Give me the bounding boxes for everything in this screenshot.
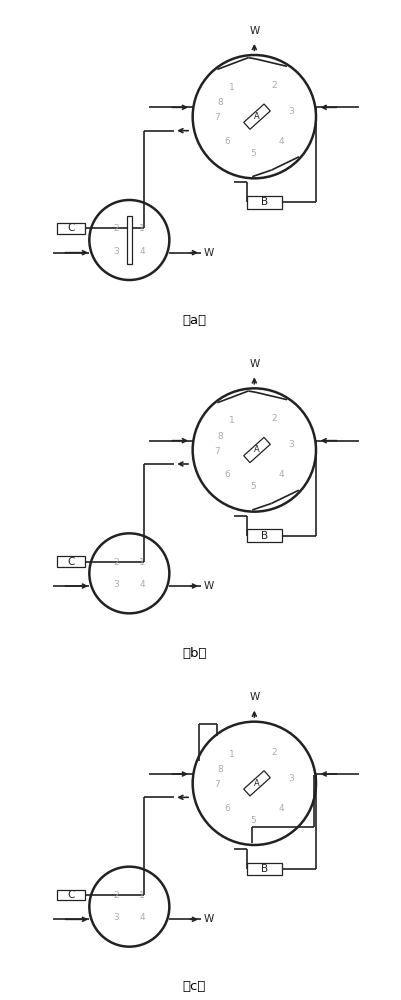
Text: A: A [253,779,259,788]
Text: 3: 3 [288,107,293,116]
Text: W: W [249,692,259,702]
Bar [246,196,281,209]
Text: 8: 8 [217,432,222,441]
Text: （b）: （b） [182,647,206,660]
Text: 4: 4 [278,137,284,146]
Text: C: C [67,223,75,233]
Text: 1: 1 [139,558,145,567]
Text: 3: 3 [113,247,119,256]
Text: W: W [249,26,259,36]
Text: 8: 8 [217,98,222,107]
Text: （a）: （a） [182,314,206,327]
Text: C: C [67,557,75,567]
Text: 2: 2 [113,891,119,900]
Text: A: A [253,446,259,454]
Text: 6: 6 [223,804,229,813]
Bar [243,771,269,796]
Text: W: W [203,248,213,258]
Text: 3: 3 [113,913,119,922]
Text: 4: 4 [139,913,145,922]
Text: B: B [260,531,267,541]
Text: 5: 5 [249,816,255,825]
Text: 7: 7 [214,780,220,789]
Text: 5: 5 [249,149,255,158]
Bar [57,223,85,234]
Text: 7: 7 [214,113,220,122]
Text: 2: 2 [113,558,119,567]
Bar [57,556,85,567]
Text: W: W [203,581,213,591]
Bar [57,890,85,900]
Text: 4: 4 [278,470,284,479]
Text: 5: 5 [249,482,255,491]
Text: B: B [260,864,267,874]
Text: 2: 2 [271,414,277,423]
Text: 2: 2 [113,224,119,233]
Text: C: C [67,890,75,900]
Text: 3: 3 [288,440,293,449]
Bar [246,529,281,542]
Bar [246,863,281,875]
Text: A: A [253,112,259,121]
Text: 3: 3 [113,580,119,589]
Text: 7: 7 [214,447,220,456]
Text: 2: 2 [271,748,277,757]
Bar [127,216,131,264]
Text: 2: 2 [271,81,277,90]
Text: W: W [203,914,213,924]
Text: 6: 6 [223,137,229,146]
Bar [243,104,269,129]
Text: 1: 1 [139,891,145,900]
Text: 3: 3 [288,774,293,783]
Text: 1: 1 [139,224,145,233]
Text: 4: 4 [139,247,145,256]
Text: 1: 1 [228,750,234,759]
Text: B: B [260,197,267,207]
Text: 1: 1 [228,83,234,92]
Text: 4: 4 [139,580,145,589]
Text: （c）: （c） [182,980,205,993]
Text: 6: 6 [223,470,229,479]
Bar [243,437,269,463]
Text: 4: 4 [278,804,284,813]
Text: W: W [249,359,259,369]
Text: 8: 8 [217,765,222,774]
Text: 1: 1 [228,416,234,425]
